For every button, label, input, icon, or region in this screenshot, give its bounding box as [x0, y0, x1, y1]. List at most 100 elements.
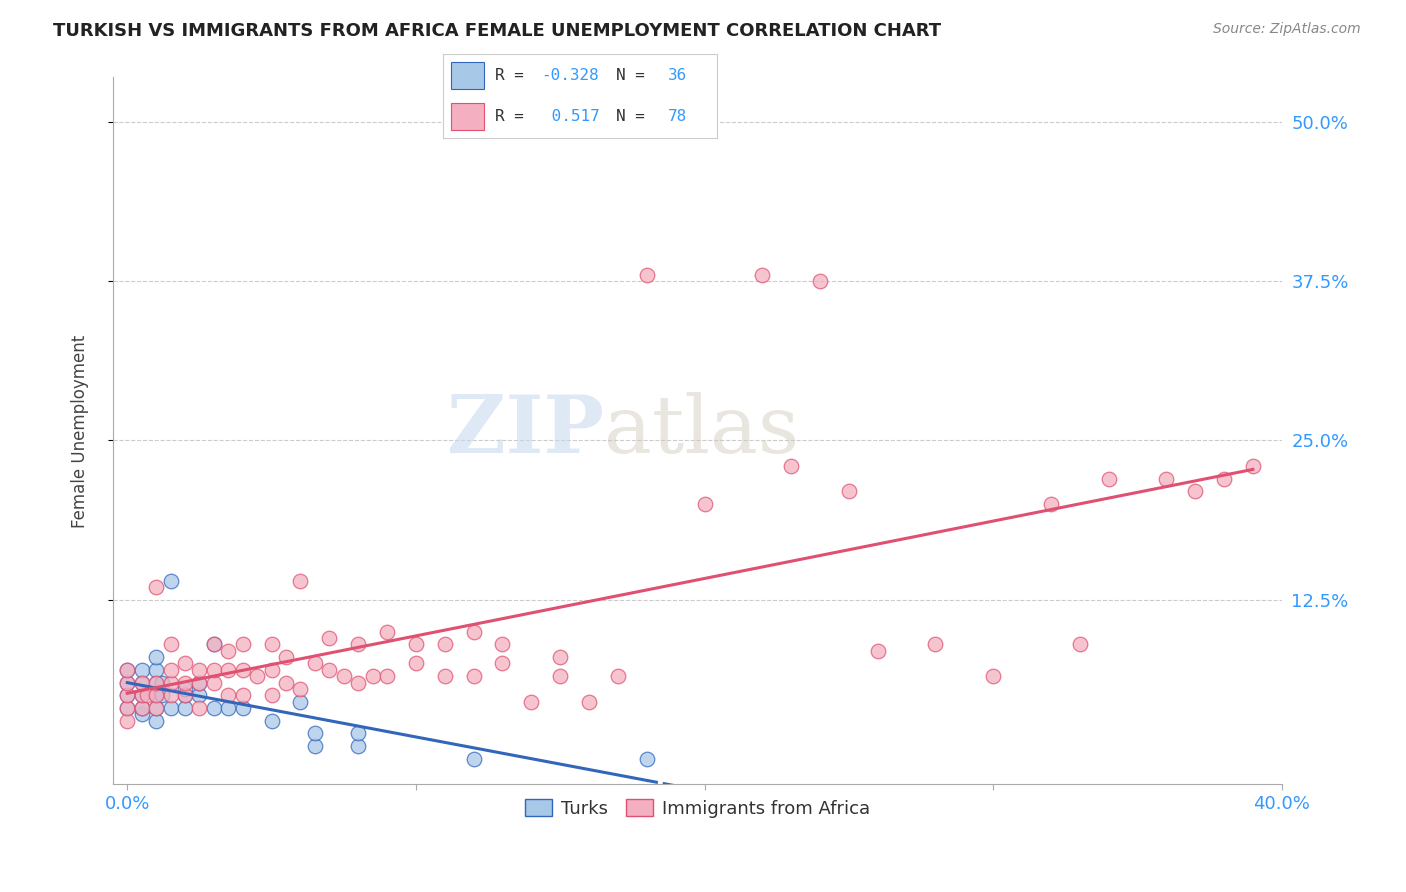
Point [188, 675, 211, 690]
Text: N =: N = [616, 68, 654, 83]
Point [260, 663, 283, 677]
Point [136, 688, 159, 702]
Text: Source: ZipAtlas.com: Source: ZipAtlas.com [1213, 22, 1361, 37]
Point [145, 701, 167, 715]
Point [117, 675, 139, 690]
Point [174, 688, 197, 702]
Point [159, 663, 181, 677]
Point [375, 624, 398, 639]
Point [981, 669, 1004, 683]
Point [375, 669, 398, 683]
Point [131, 675, 153, 690]
Point [491, 657, 513, 671]
Point [463, 624, 485, 639]
Point [318, 631, 340, 645]
Point [636, 752, 658, 766]
Point [232, 637, 254, 651]
Point [117, 688, 139, 702]
Bar [451, 103, 484, 130]
Point [290, 681, 312, 696]
Point [838, 484, 860, 499]
Point [217, 688, 239, 702]
Point [145, 663, 167, 677]
Point [188, 675, 211, 690]
Point [159, 688, 181, 702]
Point [924, 637, 946, 651]
Point [290, 574, 312, 588]
Point [159, 701, 181, 715]
Point [318, 663, 340, 677]
Point [260, 637, 283, 651]
Point [548, 669, 571, 683]
Text: atlas: atlas [603, 392, 799, 470]
Point [347, 726, 370, 740]
Point [347, 739, 370, 754]
Point [145, 714, 167, 728]
Point [174, 681, 197, 696]
Point [202, 663, 225, 677]
Point [304, 726, 326, 740]
Point [260, 714, 283, 728]
Point [174, 688, 197, 702]
Point [131, 688, 153, 702]
Point [117, 714, 139, 728]
Text: N =: N = [616, 109, 654, 124]
Point [232, 663, 254, 677]
Bar [451, 62, 484, 89]
Point [188, 663, 211, 677]
Point [188, 701, 211, 715]
Point [1097, 472, 1119, 486]
Point [131, 663, 153, 677]
Point [290, 695, 312, 709]
Point [361, 669, 384, 683]
Text: 0.517: 0.517 [541, 109, 599, 124]
Point [274, 650, 297, 665]
Point [145, 688, 167, 702]
Legend: Turks, Immigrants from Africa: Turks, Immigrants from Africa [517, 792, 877, 825]
Point [636, 268, 658, 282]
Point [174, 657, 197, 671]
Point [578, 695, 600, 709]
Text: R =: R = [495, 109, 533, 124]
Point [232, 701, 254, 715]
Point [145, 580, 167, 594]
Point [1241, 458, 1264, 473]
Point [246, 669, 269, 683]
Point [145, 675, 167, 690]
Point [117, 663, 139, 677]
Point [202, 637, 225, 651]
Point [174, 675, 197, 690]
Point [202, 701, 225, 715]
Point [232, 688, 254, 702]
Point [332, 669, 354, 683]
Point [150, 675, 173, 690]
Point [866, 643, 889, 657]
Point [1184, 484, 1206, 499]
Point [405, 657, 427, 671]
Point [217, 701, 239, 715]
Point [117, 701, 139, 715]
Point [174, 701, 197, 715]
Text: R =: R = [495, 68, 533, 83]
Text: 36: 36 [668, 68, 688, 83]
Point [548, 650, 571, 665]
Point [347, 637, 370, 651]
Point [274, 675, 297, 690]
Point [433, 669, 456, 683]
Point [1156, 472, 1178, 486]
Point [780, 458, 803, 473]
Point [202, 675, 225, 690]
Point [1213, 472, 1236, 486]
Point [304, 739, 326, 754]
Point [405, 637, 427, 651]
Text: ZIP: ZIP [447, 392, 603, 470]
Text: -0.328: -0.328 [541, 68, 599, 83]
Point [159, 637, 181, 651]
Point [117, 675, 139, 690]
Point [117, 701, 139, 715]
Point [217, 663, 239, 677]
Point [347, 675, 370, 690]
Text: 78: 78 [668, 109, 688, 124]
Y-axis label: Female Unemployment: Female Unemployment [72, 334, 89, 527]
Point [131, 688, 153, 702]
